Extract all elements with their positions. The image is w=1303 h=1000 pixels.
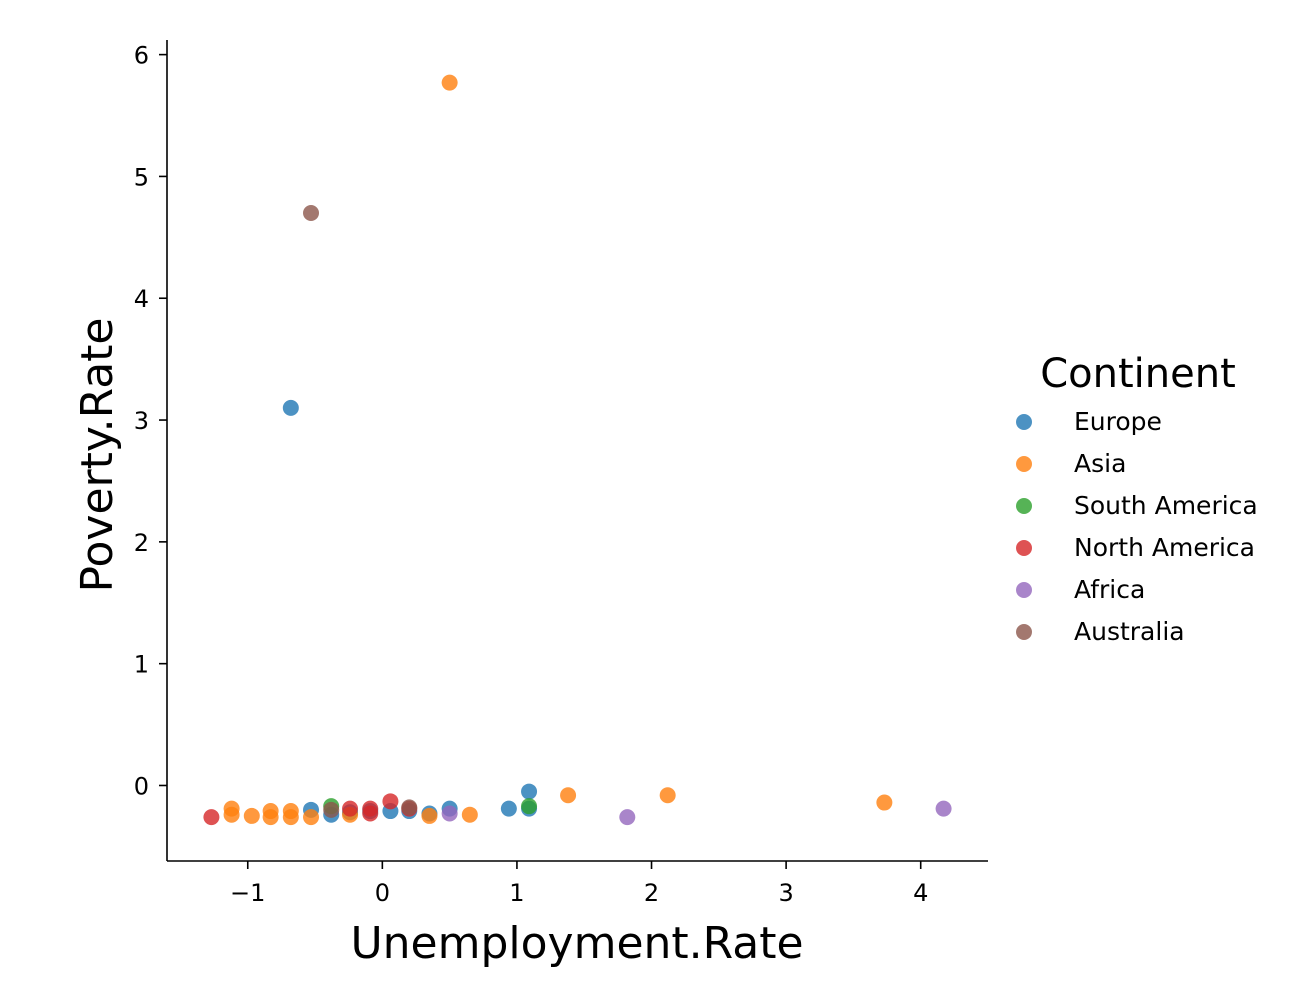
y-tick-label: 5: [134, 163, 149, 191]
legend-marker: [1016, 624, 1032, 640]
data-point-australia: [401, 799, 418, 816]
legend-label: Europe: [1074, 407, 1162, 436]
data-point-asia: [659, 787, 676, 804]
data-point-north-america: [203, 809, 220, 826]
y-tick-label: 2: [134, 529, 149, 557]
data-point-asia: [876, 794, 893, 811]
data-point-asia: [223, 806, 240, 823]
y-ticks: 0 1 2 3 4 5 6: [134, 42, 167, 800]
x-tick-label: 2: [644, 879, 659, 907]
x-axis-title: Unemployment.Rate: [350, 918, 803, 969]
legend-label: Africa: [1074, 575, 1145, 604]
data-point-europe: [521, 783, 538, 800]
data-point-north-america: [342, 800, 359, 817]
data-point-north-america: [362, 805, 379, 822]
data-point-asia: [303, 809, 320, 826]
legend-marker: [1016, 414, 1032, 430]
y-tick-label: 1: [134, 651, 149, 679]
legend-label: Asia: [1074, 449, 1126, 478]
legend-marker: [1016, 456, 1032, 472]
x-ticks: −1 0 1 2 3 4: [230, 861, 928, 907]
x-tick-label: 4: [913, 879, 928, 907]
y-tick-label: 0: [134, 772, 149, 800]
legend-marker: [1016, 582, 1032, 598]
legend-item-south-america: South America: [1016, 491, 1258, 520]
legend-marker: [1016, 498, 1032, 514]
points-layer: [203, 74, 952, 826]
x-tick-label: −1: [230, 879, 265, 907]
data-point-africa: [935, 800, 952, 817]
y-tick-label: 3: [134, 407, 149, 435]
data-point-asia: [441, 74, 458, 91]
legend-title: Continent: [1040, 351, 1236, 397]
data-point-south-america: [521, 798, 538, 815]
data-point-europe: [500, 800, 517, 817]
data-point-asia: [421, 807, 438, 824]
legend-marker: [1016, 540, 1032, 556]
legend: Continent Europe Asia South America North A…: [1016, 351, 1258, 646]
y-tick-label: 6: [134, 42, 149, 70]
legend-item-north-america: North America: [1016, 533, 1255, 562]
data-point-africa: [619, 809, 636, 826]
legend-label: North America: [1074, 533, 1255, 562]
legend-item-europe: Europe: [1016, 407, 1162, 436]
x-tick-label: 0: [375, 879, 390, 907]
data-point-australia: [323, 801, 340, 818]
legend-item-asia: Asia: [1016, 449, 1126, 478]
data-point-asia: [461, 806, 478, 823]
legend-item-africa: Africa: [1016, 575, 1145, 604]
y-axis-title: Poverty.Rate: [72, 318, 123, 593]
x-tick-label: 1: [509, 879, 524, 907]
data-point-europe: [282, 399, 299, 416]
legend-label: South America: [1074, 491, 1258, 520]
legend-item-australia: Australia: [1016, 617, 1185, 646]
data-point-australia: [303, 204, 320, 221]
legend-label: Australia: [1074, 617, 1185, 646]
data-point-asia: [282, 809, 299, 826]
y-tick-label: 4: [134, 285, 149, 313]
data-point-asia: [560, 787, 577, 804]
data-point-asia: [262, 809, 279, 826]
data-point-africa: [441, 805, 458, 822]
data-point-asia: [243, 807, 260, 824]
x-tick-label: 3: [778, 879, 793, 907]
legend-items: Europe Asia South America North America Afri…: [1016, 407, 1258, 646]
data-point-north-america: [382, 793, 399, 810]
